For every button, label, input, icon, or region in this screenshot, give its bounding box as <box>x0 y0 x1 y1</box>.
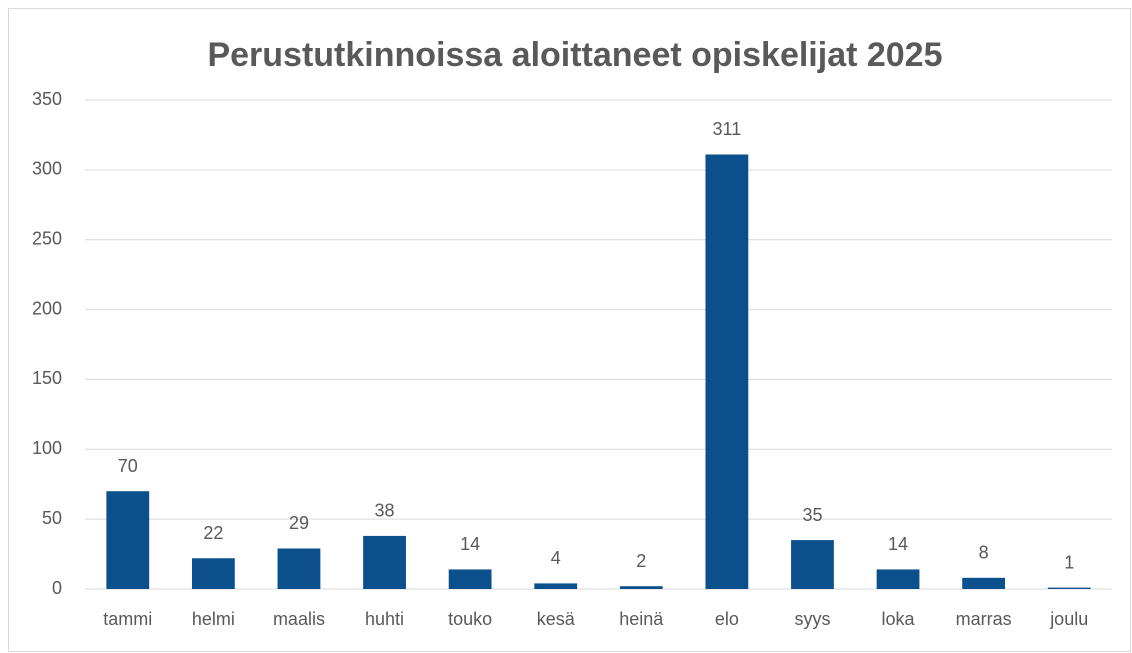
bar <box>277 548 321 589</box>
x-tick-label: kesä <box>537 609 576 629</box>
bar <box>1047 587 1091 589</box>
data-label: 14 <box>888 534 908 554</box>
x-tick-label: loka <box>882 609 916 629</box>
x-tick-label: helmi <box>192 609 235 629</box>
x-tick-label: maalis <box>273 609 325 629</box>
chart-title: Perustutkinnoissa aloittaneet opiskelija… <box>207 36 942 74</box>
y-tick-label: 100 <box>32 438 62 458</box>
bar <box>962 577 1006 589</box>
x-tick-label: joulu <box>1049 609 1088 629</box>
data-label: 14 <box>460 534 480 554</box>
x-tick-label: marras <box>956 609 1012 629</box>
y-tick-label: 0 <box>52 578 62 598</box>
x-tick-label: elo <box>715 609 739 629</box>
data-label: 8 <box>979 543 989 563</box>
data-label: 1 <box>1064 552 1074 572</box>
data-label: 38 <box>375 501 395 521</box>
bar <box>191 558 235 589</box>
y-tick-label: 350 <box>32 89 62 109</box>
bar <box>876 569 920 589</box>
x-tick-label: huhti <box>365 609 404 629</box>
bar <box>448 569 492 589</box>
bar <box>363 535 406 589</box>
data-label: 4 <box>551 548 561 568</box>
data-label: 2 <box>636 551 646 571</box>
bar <box>791 540 834 589</box>
bar <box>705 154 749 589</box>
x-tick-label: heinä <box>619 609 664 629</box>
y-tick-label: 150 <box>32 368 62 388</box>
y-tick-label: 250 <box>32 228 62 248</box>
y-tick-label: 50 <box>42 508 62 528</box>
y-tick-label: 300 <box>32 159 62 179</box>
data-label: 29 <box>289 513 309 533</box>
x-tick-label: tammi <box>103 609 152 629</box>
bar <box>106 491 150 589</box>
x-tick-label: touko <box>448 609 492 629</box>
y-tick-label: 200 <box>32 298 62 318</box>
data-label: 35 <box>802 505 822 525</box>
chart-border <box>8 8 1131 652</box>
x-tick-label: syys <box>794 609 830 629</box>
bar <box>619 586 663 589</box>
data-label: 22 <box>203 523 223 543</box>
data-label: 311 <box>713 119 742 139</box>
data-label: 70 <box>118 456 138 476</box>
bar <box>534 583 578 589</box>
